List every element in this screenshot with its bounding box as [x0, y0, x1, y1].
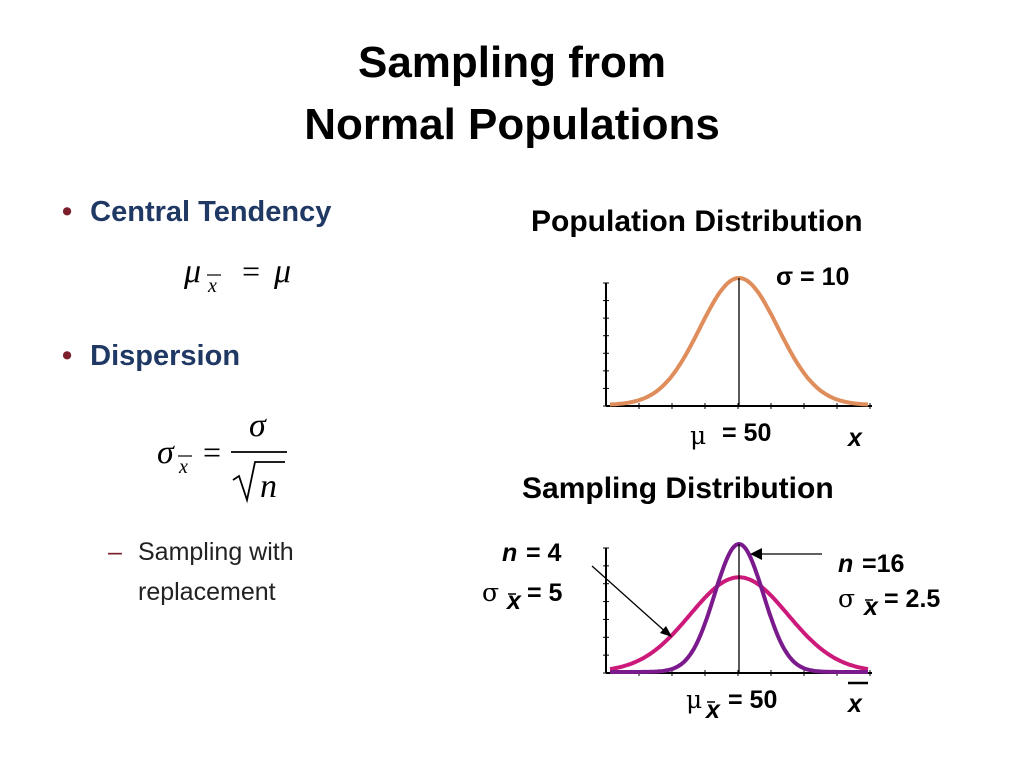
svg-text:μ: μ [183, 253, 201, 290]
bullet-dispersion: • Dispersion [62, 340, 240, 373]
bullet-label: Central Tendency [90, 196, 332, 228]
svg-text:μ: μ [273, 253, 291, 290]
bullet-dot-icon: • [62, 196, 73, 228]
n16-arrow-head-icon [750, 548, 762, 560]
title-line-1: Sampling from [357, 38, 667, 87]
n4-arrow-head-icon [660, 626, 672, 637]
n4-sigma-symbol: σ [482, 578, 499, 607]
n4-sigma-value: = 5 [527, 579, 563, 607]
sampling-chart-title: Sampling Distribution [522, 472, 834, 505]
n16-sigma-sub: x [862, 593, 879, 621]
n4-value-label: = 4 [526, 539, 562, 567]
svg-text:σ: σ [157, 434, 175, 471]
n16-sigma-symbol: σ [838, 584, 855, 613]
svg-text:=: = [203, 434, 221, 470]
n16-value-label: =16 [862, 550, 904, 578]
population-mu-symbol: μ [690, 421, 706, 450]
title-line-2: Normal Populations [304, 100, 720, 149]
population-x-label: x [846, 424, 863, 452]
svg-text:x: x [207, 275, 217, 297]
bullet-central-tendency: • Central Tendency [62, 196, 331, 229]
bullet-label: Dispersion [90, 340, 241, 372]
sub-bullet-text: Sampling with replacement [138, 538, 294, 606]
n4-sigma-sub: x [505, 587, 522, 615]
n16-n-label: n [838, 550, 853, 578]
n4-arrow-line [591, 565, 669, 635]
svg-text:σ: σ [249, 407, 267, 444]
formula-standard-error: σ x = σ n [157, 407, 287, 505]
dash-icon: – [108, 538, 122, 566]
population-chart-title: Population Distribution [531, 205, 863, 238]
n4-n-label: n [502, 539, 517, 567]
n16-sigma-value: = 2.5 [884, 585, 940, 613]
sampling-mu-value: = 50 [728, 686, 777, 714]
sampling-x-label: x [846, 690, 863, 718]
sampling-mu-sub: x [704, 696, 721, 724]
slide-title: Sampling from Normal Populations [0, 32, 1024, 156]
svg-text:n: n [260, 468, 277, 505]
svg-text:=: = [240, 253, 262, 289]
bullet-dot-icon: • [62, 340, 73, 372]
formula-mean: μ x = μ [183, 253, 291, 297]
population-mu-value: = 50 [722, 419, 771, 447]
population-sigma-label: σ = 10 [776, 263, 849, 291]
sampling-mu-symbol: μ [686, 685, 702, 714]
svg-text:x: x [178, 456, 188, 478]
